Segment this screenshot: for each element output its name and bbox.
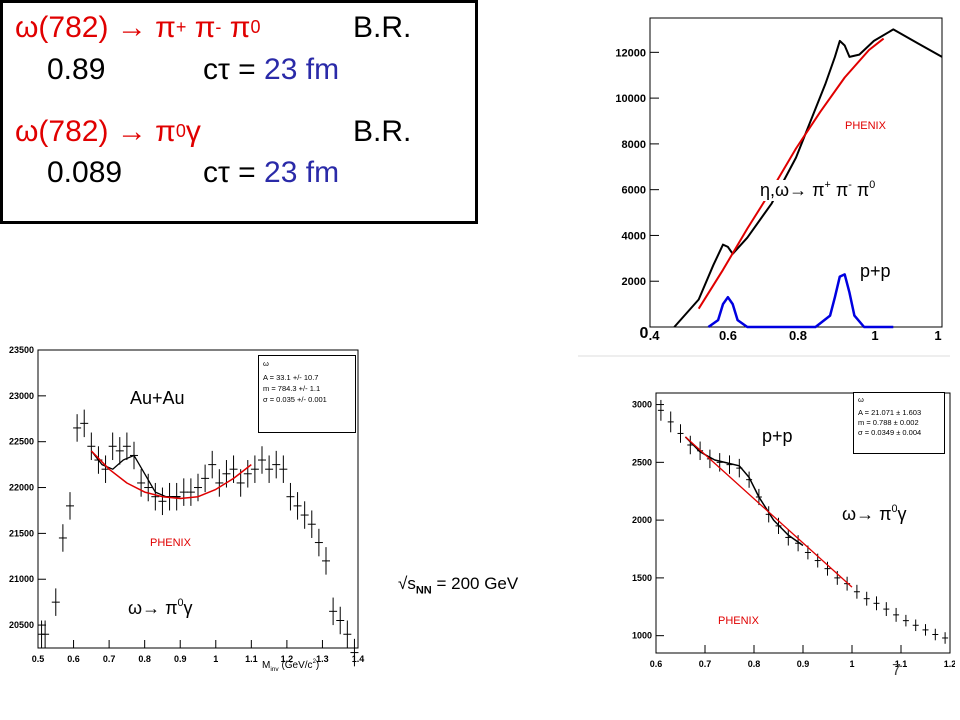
x-tick-label: 0.8 [138,654,151,664]
x-tick-label: 0.6 [719,328,737,343]
auau-chart: 0.5 0.6 0.7 0.8 0.9 1 1.1 1.2 1.3 1.4 20500 21000 21… [9,345,365,667]
y-tick-label: 2000 [632,515,652,525]
y-tick-label: 20500 [9,620,34,630]
arrow-icon: → [142,598,161,618]
y-tick-label: 2500 [632,457,652,467]
branching-ratio-label-1: B.R. [353,11,412,44]
series-line [673,28,943,328]
x-tick-label: 0.7 [103,654,116,664]
channel-label-charged: η,ω→ π+ π- π0 [758,179,878,201]
x-tick-label: .4 [649,328,661,343]
y-tick-label: 21000 [9,574,34,584]
branching-ratio-value-1: 0.89 [47,53,106,86]
x-tick-label: 0.5 [32,654,45,664]
fit-stats-box-auau: ω A = 33.1 +/- 10.7 m = 784.3 +/- 1.1 σ … [258,355,356,433]
series-line [707,273,894,329]
y-tick-label: 3000 [632,400,652,410]
y-tick-label: 2000 [622,276,646,288]
x-tick-label: 1 [871,328,878,343]
y-tick-label: 21500 [9,528,34,538]
branching-ratio-value-2: 0.089 [47,156,123,189]
series-line [697,37,885,310]
x-tick-label: 0.9 [797,659,810,669]
plot-frame [649,17,943,328]
x-tick-label: 1.4 [352,654,365,664]
y-tick-label: 23000 [9,391,34,401]
x-tick-label: 1.3 [316,654,329,664]
x-tick-label: 0.6 [67,654,80,664]
phenix-label: PHENIX [150,537,191,549]
x-tick-label: 1.1 [895,659,908,669]
arrow-icon: → [116,115,147,148]
arrow-icon: → [856,504,875,524]
fit-stats-box-pp: ω A = 21.071 ± 1.603 m = 0.788 ± 0.002 σ… [853,392,945,454]
x-tick-label: 0.8 [748,659,761,669]
y-tick-label: 10000 [615,93,646,105]
y-tick-label: 22500 [9,437,34,447]
series-line [90,450,181,498]
channel-label-pp-neutral: ω→ π0γ [842,503,907,524]
system-label-pp: p+p [860,261,891,281]
x-axis-title-auau: Minv (GeV/c2) [262,659,320,673]
x-tick-label: 0.8 [789,328,807,343]
y-zero-label: 0 [640,325,649,342]
pp-charged-chart: 2000 4000 6000 8000 10000 12000 .4 0.6 0.8 1 1 0 [578,17,950,357]
page-number: 7 [892,662,901,679]
x-tick-label: 0.7 [699,659,712,669]
y-tick-label: 23500 [9,345,34,355]
y-tick-label: 12000 [615,47,646,59]
y-tick-label: 1500 [632,573,652,583]
x-tick-label: 0.6 [650,659,663,669]
series-line [684,436,853,588]
phenix-label: PHENIX [718,615,759,627]
collision-energy-label: √sNN = 200 GeV [398,574,519,597]
branching-ratio-label-2: B.R. [353,115,412,148]
decay-line-neutral: ω(782) → π0γ [15,115,201,148]
y-tick-label: 4000 [622,230,646,242]
y-tick-label: 8000 [622,139,646,151]
channel-label-auau: ω→ π0γ [128,597,193,618]
x-tick-label: 1.1 [245,654,258,664]
y-tick-label: 1000 [632,631,652,641]
x-tick-label: 1 [213,654,218,664]
system-label-pp-neutral: p+p [762,426,793,446]
series-line [90,450,252,500]
y-tick-label: 6000 [622,185,646,197]
ctau-2: cτ = 23 fm [203,156,340,189]
arrow-icon: → [116,11,147,44]
x-tick-label: 1 [849,659,854,669]
pp-neutral-chart: 0.6 0.7 0.8 0.9 1 1.1 1.2 1000 1500 2000 2500 3000 [632,392,955,669]
x-tick-label: 1 [934,328,941,343]
system-label-auau: Au+Au [130,388,185,408]
y-tick-label: 22000 [9,483,34,493]
phenix-label: PHENIX [845,120,886,132]
x-tick-label: 1.2 [944,659,955,669]
arrow-icon: → [789,180,808,200]
x-tick-label: 1.2 [281,654,294,664]
ctau-1: cτ = 23 fm [203,53,340,86]
decay-info-box: ω(782) → π+ π- π0 B.R. 0.89 cτ = 23 fm ω… [0,0,478,224]
decay-line-charged: ω(782) → π+ π- π0 [15,11,261,44]
x-tick-label: 0.9 [174,654,187,664]
plot-frame [37,349,359,649]
